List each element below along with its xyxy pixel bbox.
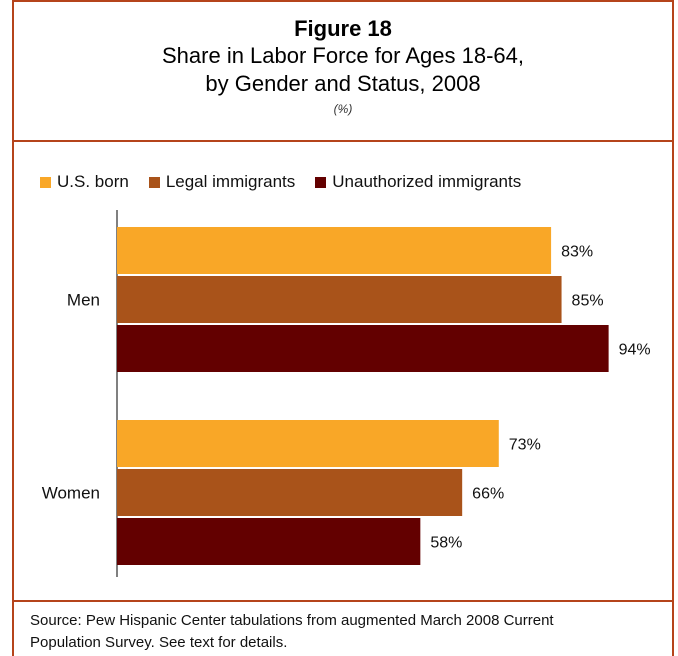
source-note: Source: Pew Hispanic Center tabulations … <box>30 610 670 654</box>
bar-men-legal <box>117 276 562 323</box>
data-label-men-legal: 85% <box>572 293 604 310</box>
category-label-men: Men <box>67 291 100 310</box>
data-label-women-unauthorized: 58% <box>430 535 462 552</box>
bar-men-unauthorized <box>117 325 609 372</box>
source-line1: Source: Pew Hispanic Center tabulations … <box>30 610 670 632</box>
source-line2: Population Survey. See text for details. <box>30 632 670 654</box>
data-label-men-us-born: 83% <box>561 244 593 261</box>
data-label-women-us-born: 73% <box>509 437 541 454</box>
bar-women-unauthorized <box>117 518 420 565</box>
bar-women-legal <box>117 469 462 516</box>
source-divider <box>12 600 674 602</box>
category-label-women: Women <box>42 484 100 503</box>
data-label-women-legal: 66% <box>472 486 504 503</box>
data-label-men-unauthorized: 94% <box>619 342 651 359</box>
bar-chart: Men 83% 85% 94% Women 73% 66% 58% <box>0 0 678 600</box>
bar-women-us-born <box>117 420 499 467</box>
bar-men-us-born <box>117 227 551 274</box>
